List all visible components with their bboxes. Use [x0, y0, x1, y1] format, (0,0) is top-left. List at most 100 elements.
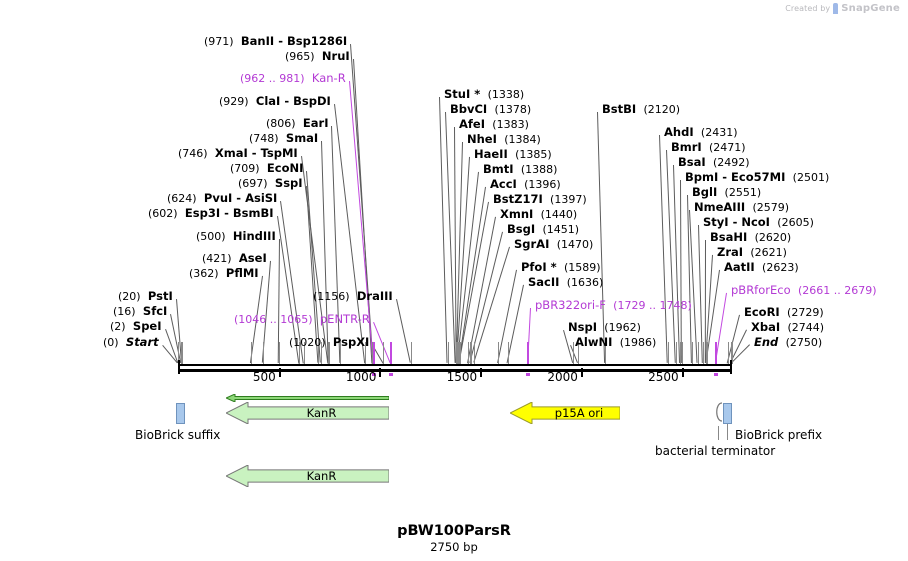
- feature-label[interactable]: (962 .. 981) Kan-R: [240, 72, 346, 85]
- enzyme-label[interactable]: NheI (1384): [467, 133, 541, 146]
- enzyme-label[interactable]: EcoRI (2729): [744, 306, 824, 319]
- site-position: (2431): [700, 126, 738, 139]
- name-separator: -: [274, 34, 287, 48]
- enzyme-label[interactable]: AhdI (2431): [664, 126, 738, 139]
- enzyme-label[interactable]: NmeAIII (2579): [694, 201, 789, 214]
- site-name: ZraI: [717, 245, 744, 259]
- name-separator: -: [728, 215, 742, 229]
- enzyme-label[interactable]: (697) SspI: [238, 177, 303, 190]
- site-name: AhdI: [664, 125, 694, 139]
- site-name: NheI: [467, 132, 497, 146]
- feature-marker-biobrick-suffix[interactable]: [176, 403, 185, 424]
- site-name: HindIII: [232, 229, 276, 243]
- site-name: pBR322ori-F: [535, 298, 606, 312]
- feature-marker-dot: [526, 373, 531, 376]
- enzyme-label[interactable]: BstBI (2120): [602, 103, 680, 116]
- enzyme-label[interactable]: SacII (1636): [528, 276, 603, 289]
- site-name-alt: TspMI: [260, 146, 298, 160]
- enzyme-label[interactable]: AatII (2623): [724, 261, 799, 274]
- enzyme-label[interactable]: ZraI (2621): [717, 246, 787, 259]
- leader-line: [162, 345, 178, 364]
- feature-label[interactable]: pBRforEco (2661 .. 2679): [731, 284, 877, 297]
- enzyme-label[interactable]: (965) NruI: [285, 50, 350, 63]
- enzyme-label[interactable]: (2) SpeI: [110, 320, 162, 333]
- site-name-alt: AsiSI: [245, 191, 278, 205]
- site-position: (1470): [556, 238, 594, 251]
- enzyme-label[interactable]: (624) PvuI - AsiSI: [167, 192, 277, 205]
- site-position: (421): [202, 252, 232, 265]
- site-position: (1589): [563, 261, 601, 274]
- enzyme-label[interactable]: (806) EarI: [266, 117, 328, 130]
- enzyme-label[interactable]: NspI (1962): [568, 321, 641, 334]
- enzyme-label[interactable]: (971) BanII - Bsp1286I: [204, 35, 347, 48]
- enzyme-label[interactable]: StyI - NcoI (2605): [703, 216, 814, 229]
- site-position: (1729 .. 1748): [613, 299, 692, 312]
- enzyme-label[interactable]: BbvCI (1378): [450, 103, 531, 116]
- feature-arrow-p15a-arrow[interactable]: p15A ori: [508, 401, 621, 425]
- enzyme-label[interactable]: PfoI * (1589): [521, 261, 601, 274]
- enzyme-label[interactable]: (929) ClaI - BspDI: [219, 95, 331, 108]
- enzyme-label[interactable]: (746) XmaI - TspMI: [178, 147, 298, 160]
- feature-terminator-bacterial-terminator[interactable]: [713, 402, 723, 426]
- enzyme-label[interactable]: (1020) PspXI: [289, 336, 369, 349]
- site-name-alt: BsmBI: [232, 206, 274, 220]
- restriction-site-tick: [706, 342, 708, 364]
- site-position: (2620): [754, 231, 792, 244]
- enzyme-label[interactable]: XmnI (1440): [500, 208, 577, 221]
- enzyme-label[interactable]: BglI (2551): [692, 186, 761, 199]
- feature-arrow-label: p15A ori: [554, 406, 604, 420]
- enzyme-label[interactable]: BmrI (2471): [671, 141, 746, 154]
- enzyme-label[interactable]: AlwNI (1986): [575, 336, 656, 349]
- enzyme-label[interactable]: (16) SfcI: [113, 305, 167, 318]
- feature-label[interactable]: (1046 .. 1065) pENTR-R: [234, 313, 370, 326]
- site-name: HaeII: [474, 147, 508, 161]
- enzyme-label[interactable]: BmtI (1388): [483, 163, 557, 176]
- enzyme-label[interactable]: BsgI (1451): [507, 223, 579, 236]
- enzyme-label[interactable]: BstZ17I (1397): [493, 193, 587, 206]
- site-position: (806): [266, 117, 296, 130]
- enzyme-label[interactable]: (709) EcoNI: [230, 162, 303, 175]
- enzyme-label[interactable]: BsaHI (2620): [710, 231, 791, 244]
- restriction-site-tick: [730, 342, 732, 364]
- restriction-site-tick: [318, 342, 320, 364]
- feature-arrow-label: KanR: [306, 406, 337, 420]
- site-position: (1378): [494, 103, 532, 116]
- backbone-start-cap: [178, 360, 180, 374]
- enzyme-label[interactable]: (748) SmaI: [249, 132, 318, 145]
- feature-arrow-kanr-arrow-bottom[interactable]: KanR: [224, 464, 390, 488]
- enzyme-label[interactable]: (20) PstI: [118, 290, 173, 303]
- enzyme-label[interactable]: StuI * (1338): [444, 88, 524, 101]
- feature-marker-biobrick-prefix[interactable]: [723, 403, 732, 424]
- enzyme-label[interactable]: End (2750): [754, 336, 822, 349]
- enzyme-label[interactable]: (500) HindIII: [196, 230, 276, 243]
- restriction-site-tick: [262, 342, 264, 364]
- name-separator: -: [247, 146, 261, 160]
- feature-thin-arrow-kanr-thin-arrow[interactable]: [224, 387, 390, 406]
- enzyme-label[interactable]: SgrAI (1470): [514, 238, 593, 251]
- feature-tick: [372, 342, 375, 364]
- site-position: (2471): [709, 141, 746, 154]
- site-name: BmrI: [671, 140, 702, 154]
- feature-label[interactable]: pBR322ori-F (1729 .. 1748): [535, 299, 692, 312]
- enzyme-label[interactable]: HaeII (1385): [474, 148, 552, 161]
- site-name: SacII: [528, 275, 560, 289]
- enzyme-label[interactable]: (1156) DraIII: [313, 290, 393, 303]
- page-title: pBW100ParsR: [397, 523, 511, 539]
- site-position: (0): [103, 336, 119, 349]
- enzyme-label[interactable]: (602) Esp3I - BsmBI: [148, 207, 274, 220]
- enzyme-label[interactable]: BpmI - Eco57MI (2501): [685, 171, 829, 184]
- backbone-end-cap: [730, 360, 732, 374]
- restriction-site-tick: [682, 342, 684, 364]
- enzyme-label[interactable]: XbaI (2744): [751, 321, 824, 334]
- restriction-site-tick: [474, 342, 476, 364]
- site-name: BanII: [240, 34, 275, 48]
- enzyme-label[interactable]: BsaI (2492): [678, 156, 750, 169]
- site-name: Start: [125, 335, 159, 349]
- enzyme-label[interactable]: AfeI (1383): [459, 118, 529, 131]
- enzyme-label[interactable]: AccI (1396): [490, 178, 561, 191]
- enzyme-label[interactable]: (0) Start: [103, 336, 159, 349]
- site-position: (1383): [492, 118, 529, 131]
- enzyme-label[interactable]: (421) AseI: [202, 252, 267, 265]
- enzyme-label[interactable]: (362) PflMI: [189, 267, 259, 280]
- feature-arrow-kanr-arrow-top[interactable]: KanR: [224, 401, 390, 425]
